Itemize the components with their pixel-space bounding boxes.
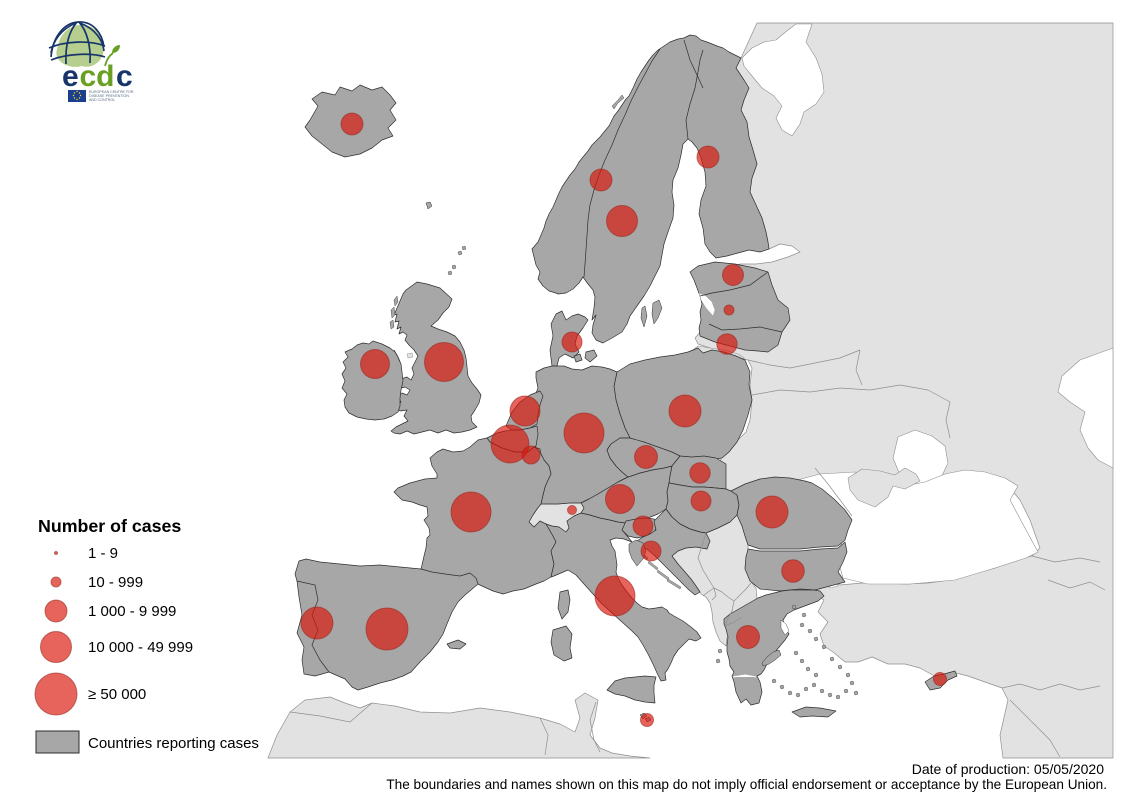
svg-text:10 000 - 49 999: 10 000 - 49 999 [88, 639, 193, 656]
svg-text:The boundaries and names shown: The boundaries and names shown on this m… [386, 777, 1107, 792]
svg-text:Number of cases: Number of cases [38, 516, 181, 536]
svg-text:c: c [116, 60, 133, 93]
svg-text:Date of production: 05/05/2020: Date of production: 05/05/2020 [912, 761, 1104, 777]
svg-text:AND CONTROL: AND CONTROL [89, 98, 115, 102]
svg-text:1 - 9: 1 - 9 [88, 545, 118, 562]
svg-text:Countries reporting cases: Countries reporting cases [88, 735, 259, 752]
svg-text:EUROPEAN CENTRE FOR: EUROPEAN CENTRE FOR [89, 90, 134, 94]
svg-text:e: e [62, 60, 79, 93]
svg-text:DISEASE PREVENTION: DISEASE PREVENTION [89, 94, 129, 98]
svg-text:10 - 999: 10 - 999 [88, 574, 143, 591]
svg-text:cd: cd [80, 60, 115, 93]
svg-text:1 000 - 9 999: 1 000 - 9 999 [88, 603, 176, 620]
svg-text:≥ 50 000: ≥ 50 000 [88, 686, 146, 703]
